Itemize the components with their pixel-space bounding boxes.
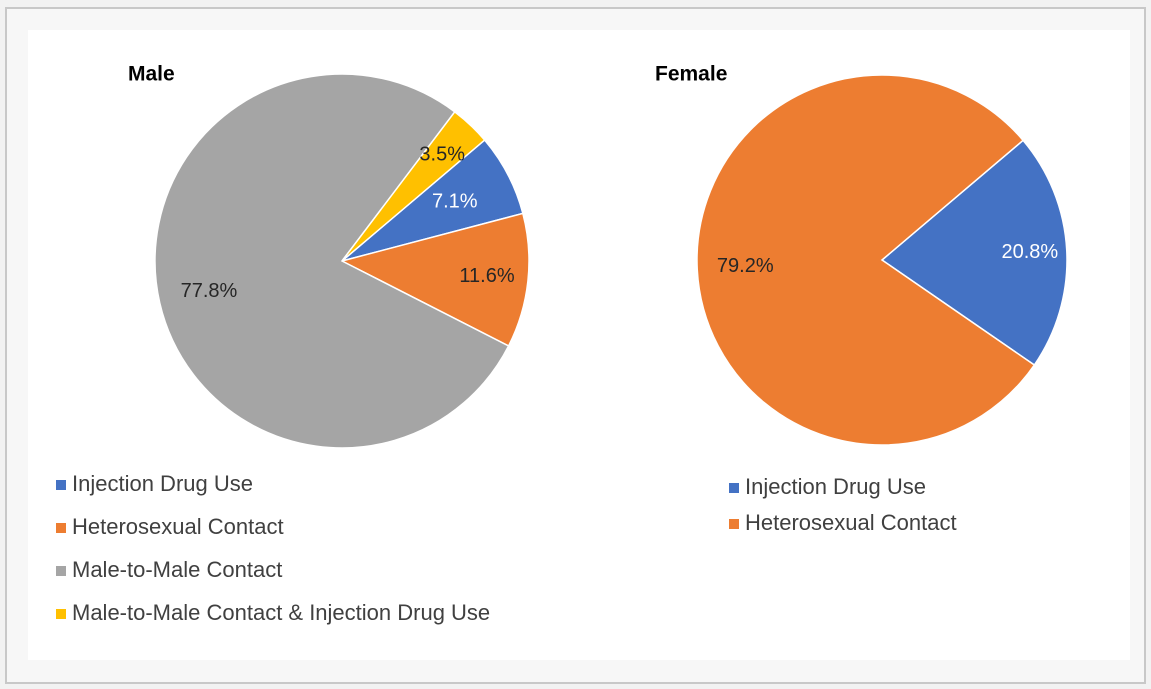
legend-swatch — [56, 566, 66, 576]
legend-swatch — [56, 609, 66, 619]
legend-label: Injection Drug Use — [72, 471, 253, 496]
pie-slice — [154, 73, 510, 449]
legend-label: Male-to-Male Contact — [72, 557, 282, 582]
legend-label: Male-to-Male Contact & Injection Drug Us… — [72, 600, 490, 625]
legend-label: Injection Drug Use — [745, 474, 926, 499]
pie-slice — [339, 212, 530, 347]
data-label: 7.1% — [432, 191, 478, 213]
legend-swatch — [729, 519, 739, 529]
legend-label: Heterosexual Contact — [745, 510, 957, 535]
data-label: 77.8% — [181, 280, 238, 302]
chart-title: Female — [655, 63, 727, 86]
data-label: 79.2% — [717, 255, 774, 277]
legend-swatch — [729, 483, 739, 493]
data-label: 11.6% — [459, 265, 514, 287]
legend-label: Heterosexual Contact — [72, 514, 284, 539]
pie-slice — [696, 74, 1036, 446]
legend-swatch — [56, 523, 66, 533]
legend-swatch — [56, 480, 66, 490]
data-label: 3.5% — [419, 143, 465, 165]
data-label: 20.8% — [1001, 241, 1058, 263]
pie-slice — [341, 110, 486, 262]
pie-slice — [880, 139, 1068, 367]
chart-title: Male — [128, 63, 175, 86]
